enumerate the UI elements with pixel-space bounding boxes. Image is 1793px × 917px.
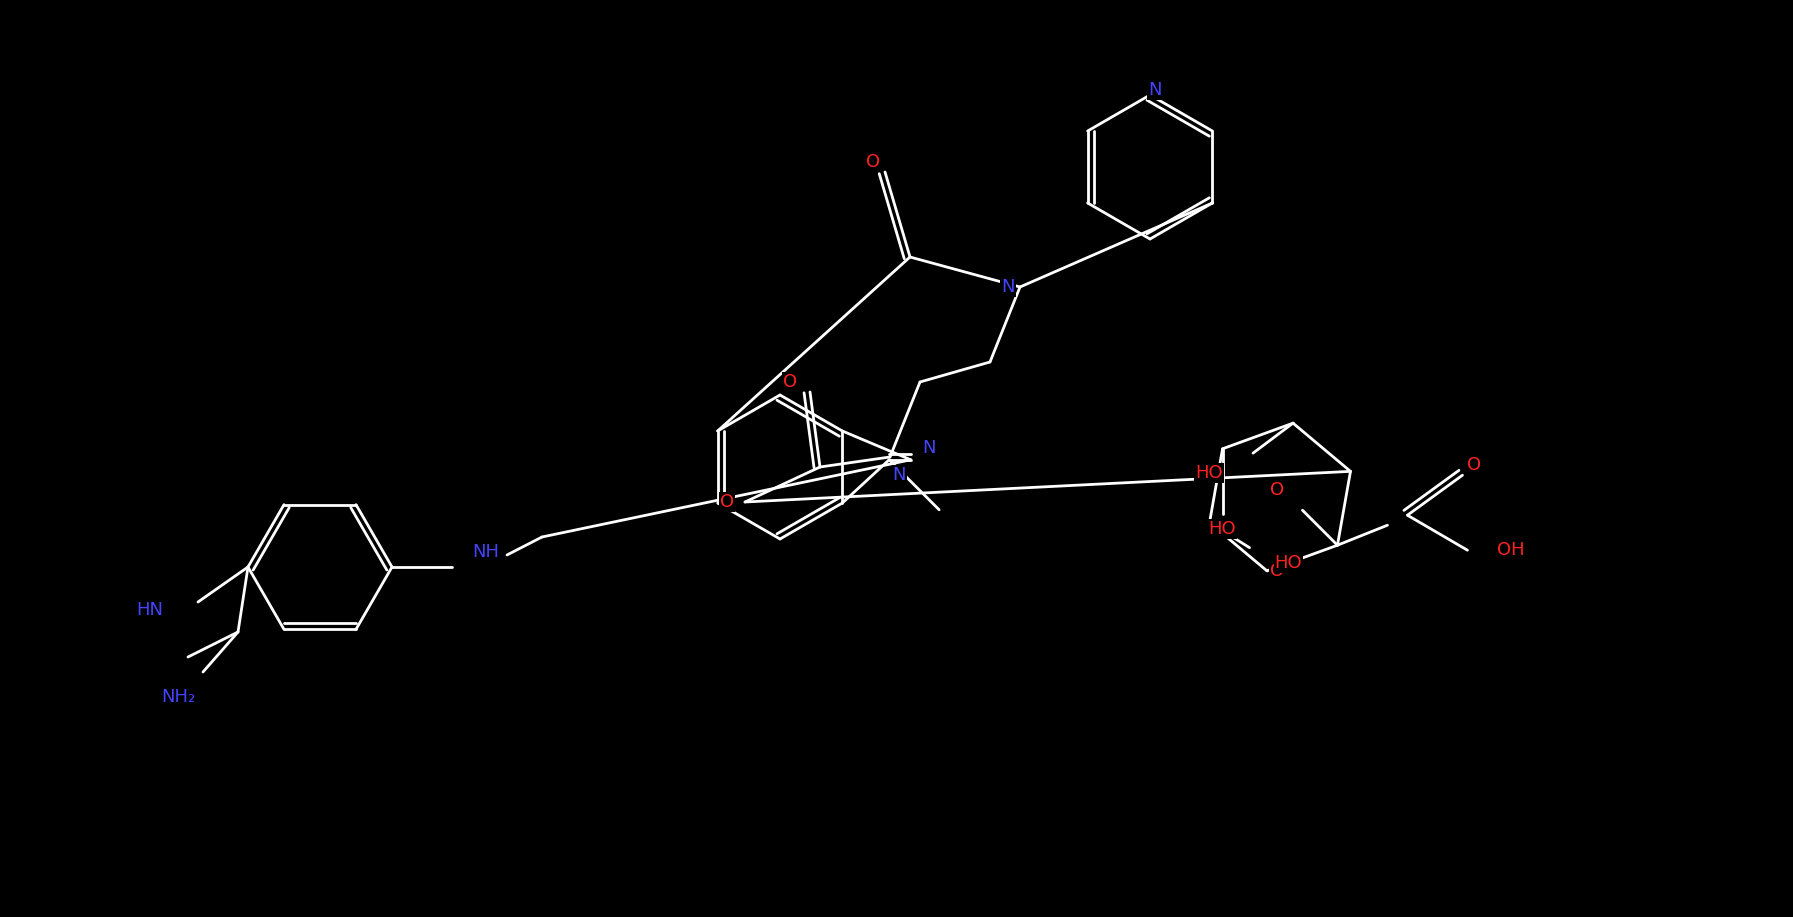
Text: O: O bbox=[1467, 457, 1481, 474]
Text: N: N bbox=[922, 439, 936, 457]
Text: N: N bbox=[1148, 81, 1162, 99]
Text: HO: HO bbox=[1208, 520, 1237, 537]
Text: O: O bbox=[1271, 481, 1284, 499]
Text: HO: HO bbox=[1196, 464, 1223, 482]
Text: NH: NH bbox=[472, 543, 498, 561]
Text: N: N bbox=[1000, 278, 1015, 296]
Text: NH₂: NH₂ bbox=[161, 688, 195, 706]
Text: HO: HO bbox=[1275, 554, 1302, 571]
Text: O: O bbox=[721, 493, 733, 511]
Text: HN: HN bbox=[136, 601, 163, 619]
Text: OH: OH bbox=[1497, 541, 1526, 559]
Text: O: O bbox=[866, 153, 880, 171]
Text: N: N bbox=[893, 466, 905, 484]
Text: O: O bbox=[1269, 562, 1284, 580]
Text: O: O bbox=[784, 373, 798, 391]
